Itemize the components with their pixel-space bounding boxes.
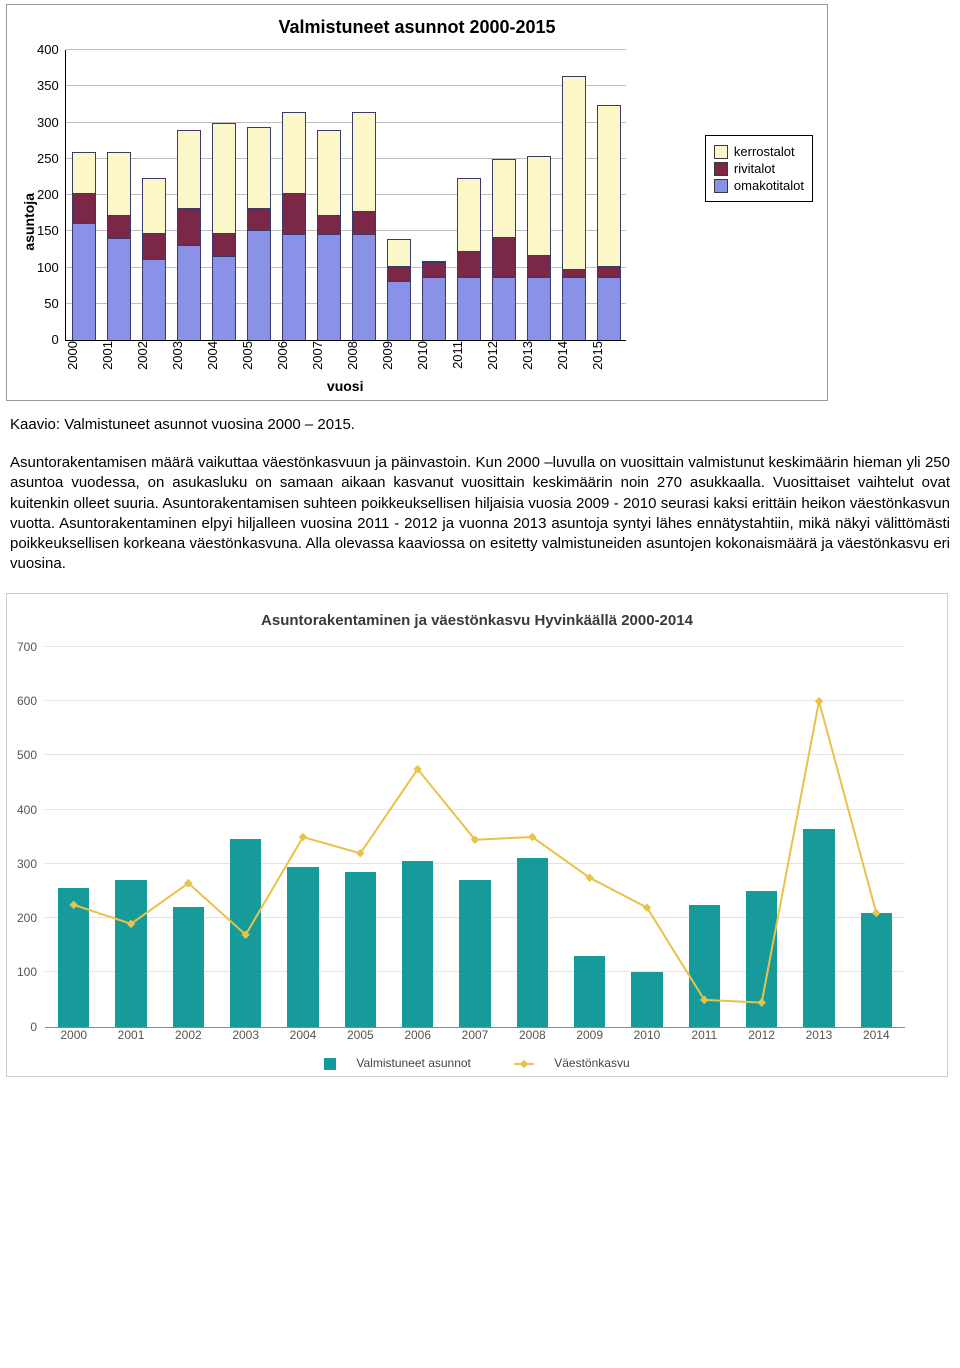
chart1-container: Valmistuneet asunnot 2000-2015 asuntoja … [6, 4, 828, 401]
chart2-plot [45, 647, 905, 1028]
chart1-y-label: asuntoja [17, 193, 37, 251]
caption: Kaavio: Valmistuneet asunnot vuosina 200… [0, 411, 960, 449]
chart2-y-ticks: 7006005004003002001000 [17, 647, 45, 1027]
chart1-y-ticks: 400350300250200150100500 [37, 50, 65, 340]
paragraph: Asuntorakentamisen määrä vaikuttaa väest… [0, 449, 960, 589]
chart1-plot [65, 50, 626, 341]
chart1-legend: kerrostalotrivitalotomakotitalot [705, 135, 813, 202]
chart1-title: Valmistuneet asunnot 2000-2015 [17, 17, 817, 38]
chart2-legend-line: Väestönkasvu [554, 1056, 629, 1070]
chart1-x-label: vuosi [65, 378, 626, 394]
chart2-container: Asuntorakentaminen ja väestönkasvu Hyvin… [6, 593, 948, 1077]
chart2-title: Asuntorakentaminen ja väestönkasvu Hyvin… [17, 612, 937, 629]
chart2-x-ticks: 2000200120022003200420052006200720082009… [45, 1028, 905, 1042]
chart2-legend-bars: Valmistuneet asunnot [356, 1056, 471, 1070]
chart1-x-ticks: 2000200120022003200420052006200720082009… [65, 341, 625, 372]
chart2-legend: Valmistuneet asunnot Väestönkasvu [17, 1056, 937, 1070]
